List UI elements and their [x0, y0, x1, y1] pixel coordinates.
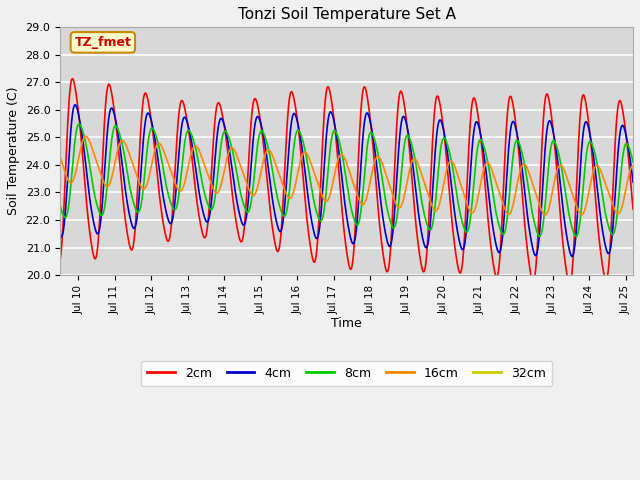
X-axis label: Time: Time	[332, 317, 362, 330]
2cm	[68, 76, 76, 82]
4cm	[301, 168, 308, 173]
8cm	[122, 159, 129, 165]
8cm	[56, 202, 64, 208]
2cm	[566, 281, 573, 287]
16cm	[122, 141, 129, 147]
16cm	[56, 154, 64, 160]
16cm	[301, 149, 308, 155]
4cm	[618, 122, 626, 128]
Legend: 2cm, 4cm, 8cm, 16cm, 32cm: 2cm, 4cm, 8cm, 16cm, 32cm	[141, 360, 552, 386]
2cm	[122, 219, 129, 225]
2cm	[276, 240, 284, 246]
8cm	[156, 147, 163, 153]
16cm	[629, 163, 637, 168]
Y-axis label: Soil Temperature (C): Soil Temperature (C)	[7, 87, 20, 216]
2cm	[618, 105, 626, 110]
8cm	[572, 234, 580, 240]
4cm	[276, 228, 284, 234]
Line: 16cm: 16cm	[60, 136, 633, 215]
8cm	[618, 158, 626, 164]
4cm	[568, 253, 576, 259]
4cm	[556, 181, 564, 187]
2cm	[556, 212, 564, 217]
8cm	[556, 158, 564, 164]
Line: 8cm: 8cm	[60, 124, 633, 237]
4cm	[156, 169, 163, 175]
Line: 4cm: 4cm	[60, 105, 633, 256]
16cm	[156, 141, 163, 146]
16cm	[276, 174, 284, 180]
4cm	[629, 180, 637, 185]
16cm	[541, 212, 549, 218]
8cm	[301, 146, 308, 152]
2cm	[156, 194, 163, 200]
2cm	[629, 206, 637, 212]
16cm	[557, 162, 564, 168]
Line: 2cm: 2cm	[60, 79, 633, 284]
8cm	[629, 159, 637, 165]
16cm	[618, 204, 626, 209]
Title: Tonzi Soil Temperature Set A: Tonzi Soil Temperature Set A	[237, 7, 456, 22]
4cm	[56, 233, 64, 239]
8cm	[276, 204, 284, 210]
2cm	[56, 257, 64, 263]
Text: TZ_fmet: TZ_fmet	[74, 36, 131, 49]
4cm	[122, 189, 129, 195]
8cm	[75, 121, 83, 127]
4cm	[71, 102, 79, 108]
2cm	[301, 195, 308, 201]
16cm	[82, 133, 90, 139]
